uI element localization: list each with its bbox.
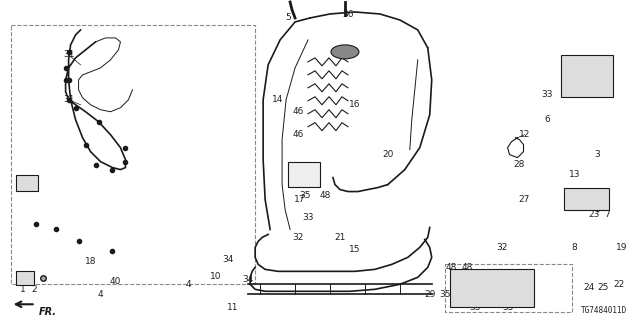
Text: 34: 34 (223, 255, 234, 264)
Text: 11: 11 (227, 303, 238, 312)
Bar (288, 162, 320, 187)
Text: 34: 34 (243, 275, 254, 284)
Text: 10: 10 (209, 272, 221, 281)
Text: 46: 46 (292, 130, 304, 139)
Text: 3: 3 (595, 205, 600, 214)
Text: 21: 21 (334, 233, 346, 242)
Text: 48: 48 (462, 263, 474, 272)
Text: FR.: FR. (38, 307, 57, 317)
Text: 17: 17 (294, 195, 306, 204)
Text: 7: 7 (604, 210, 610, 219)
Text: 23: 23 (589, 210, 600, 219)
Bar (445, 264, 572, 312)
Text: 25: 25 (598, 283, 609, 292)
Bar (11, 25, 255, 284)
Text: 35: 35 (502, 303, 513, 312)
Text: 40: 40 (110, 277, 121, 286)
Text: 4: 4 (98, 290, 103, 299)
Text: 32: 32 (292, 233, 304, 242)
Bar (16, 175, 38, 190)
Text: 35: 35 (300, 191, 311, 200)
Text: 26: 26 (572, 190, 583, 199)
Text: 22: 22 (614, 280, 625, 289)
Text: 49: 49 (602, 57, 613, 66)
Text: 48: 48 (319, 191, 331, 200)
Text: 30: 30 (289, 163, 301, 172)
Text: 35: 35 (439, 290, 451, 299)
Text: 48: 48 (446, 263, 458, 272)
Text: 31: 31 (63, 95, 74, 104)
Text: 15: 15 (349, 245, 361, 254)
Text: 36: 36 (342, 11, 354, 20)
Text: 3: 3 (595, 150, 600, 159)
Text: 20: 20 (382, 150, 394, 159)
Text: TG7484011D: TG7484011D (581, 306, 627, 315)
Text: 47: 47 (589, 80, 600, 89)
Text: 1: 1 (20, 285, 26, 294)
Text: 14: 14 (273, 95, 284, 104)
Text: 16: 16 (349, 100, 361, 109)
Bar (561, 55, 613, 97)
Text: 29: 29 (424, 290, 435, 299)
Text: 32: 32 (496, 243, 508, 252)
Text: 5: 5 (332, 50, 338, 60)
Text: 27: 27 (519, 195, 530, 204)
Text: 18: 18 (84, 257, 96, 266)
Ellipse shape (331, 45, 359, 59)
Text: 24: 24 (584, 283, 595, 292)
Text: 12: 12 (519, 130, 530, 139)
Bar (450, 269, 534, 307)
Text: 8: 8 (572, 243, 577, 252)
Text: 31: 31 (63, 50, 74, 60)
Bar (16, 271, 34, 285)
Text: 19: 19 (616, 243, 627, 252)
Text: 33: 33 (541, 90, 553, 99)
Bar (564, 188, 609, 210)
Text: 46: 46 (292, 107, 304, 116)
Text: 45: 45 (522, 275, 533, 284)
Text: 13: 13 (569, 170, 580, 179)
Text: 35: 35 (469, 303, 481, 312)
Text: 6: 6 (545, 115, 550, 124)
Text: 33: 33 (302, 213, 314, 222)
Text: 9: 9 (20, 180, 26, 189)
Text: 28: 28 (514, 160, 525, 169)
Text: 5: 5 (285, 13, 291, 22)
Text: 2: 2 (31, 285, 36, 294)
Text: 4: 4 (186, 280, 191, 289)
